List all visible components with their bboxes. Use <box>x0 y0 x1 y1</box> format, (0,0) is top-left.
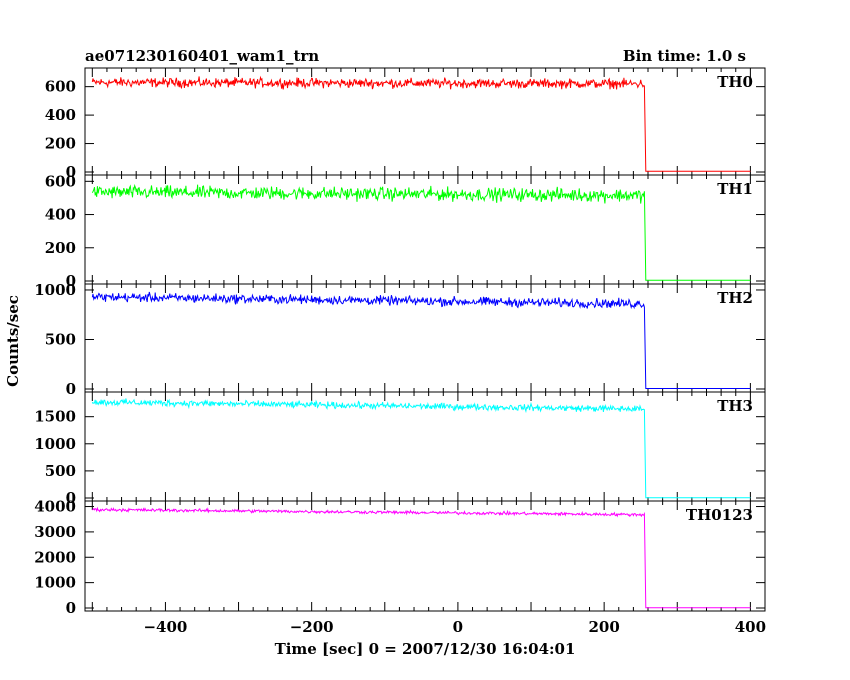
y-tick-label: 1000 <box>34 574 76 592</box>
panel-frame-th3 <box>84 391 766 502</box>
panel-label-th1: TH1 <box>717 180 753 198</box>
panel-frame-th0123 <box>84 500 766 612</box>
y-tick-label: 1500 <box>34 408 76 426</box>
x-tick-label: 200 <box>588 618 619 636</box>
series-line-th2 <box>91 291 751 389</box>
y-tick-label: 0 <box>66 272 76 290</box>
panel-label-th0: TH0 <box>717 73 753 91</box>
y-tick-label: 500 <box>45 330 76 348</box>
y-tick-label: 200 <box>45 135 76 153</box>
y-tick-label: 2000 <box>34 548 76 566</box>
y-tick-label: 400 <box>45 206 76 224</box>
panel-frame-th1 <box>84 174 766 285</box>
x-tick-label: −400 <box>143 618 187 636</box>
panel-label-th2: TH2 <box>717 289 753 307</box>
bin-time-label: Bin time: 1.0 s <box>623 47 746 65</box>
x-tick-label: −200 <box>290 618 334 636</box>
y-tick-label: 0 <box>66 599 76 617</box>
x-tick-label: 0 <box>453 618 463 636</box>
series-line-th3 <box>91 398 751 499</box>
y-tick-label: 600 <box>45 172 76 190</box>
y-tick-label: 3000 <box>34 523 76 541</box>
panel-label-th0123: TH0123 <box>686 506 753 524</box>
y-tick-label: 1000 <box>34 435 76 453</box>
chart-title: ae071230160401_wam1_trn <box>85 47 319 65</box>
y-tick-label: 500 <box>45 462 76 480</box>
series-line-th0 <box>91 75 751 172</box>
series-line-th1 <box>91 183 751 281</box>
panel-label-th3: TH3 <box>717 397 753 415</box>
y-tick-label: 1000 <box>34 281 76 299</box>
x-tick-label: 400 <box>735 618 766 636</box>
y-tick-label: 4000 <box>34 498 76 516</box>
x-axis-label: Time [sec] 0 = 2007/12/30 16:04:01 <box>275 640 576 658</box>
y-tick-label: 400 <box>45 106 76 124</box>
y-tick-label: 0 <box>66 489 76 507</box>
y-axis-label: Counts/sec <box>4 295 22 387</box>
y-tick-label: 0 <box>66 163 76 181</box>
y-tick-label: 200 <box>45 239 76 257</box>
y-tick-label: 0 <box>66 380 76 398</box>
y-tick-label: 600 <box>45 78 76 96</box>
series-line-th0123 <box>92 506 751 609</box>
panels-group: 0 200 400 600 TH0 0 200 400 600 TH1 0 500 1000 TH2 0 50… <box>34 67 766 636</box>
